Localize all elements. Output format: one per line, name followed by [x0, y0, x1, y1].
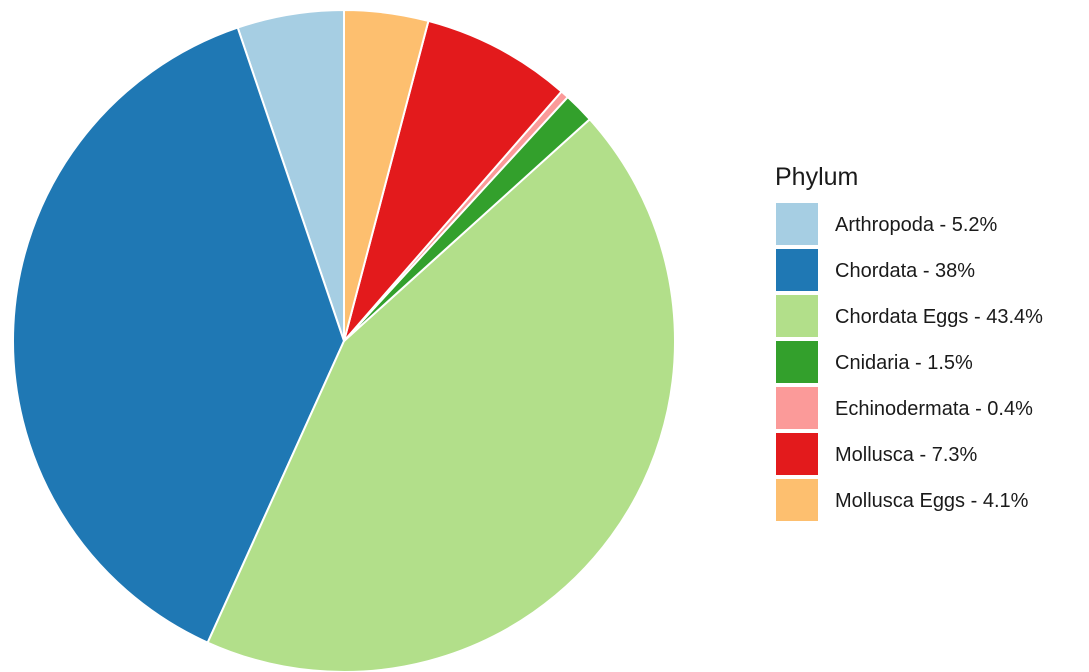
legend-key — [776, 203, 818, 245]
legend-item: Chordata - 38% — [776, 249, 975, 291]
legend-key — [776, 387, 818, 429]
legend-label: Chordata Eggs - 43.4% — [835, 306, 1043, 328]
legend-title: Phylum — [775, 163, 858, 191]
legend-label: Arthropoda - 5.2% — [835, 214, 998, 236]
legend-label: Mollusca - 7.3% — [835, 444, 977, 466]
legend-key — [776, 341, 818, 383]
pie-slice-mollusca-eggs — [343, 9, 430, 342]
legend-label: Cnidaria - 1.5% — [835, 352, 973, 374]
legend-label: Chordata - 38% — [835, 260, 975, 282]
legend-items: Arthropoda - 5.2% Chordata - 38% Chordata … — [776, 203, 1043, 521]
pie-slice-mollusca — [343, 19, 563, 342]
legend-key — [776, 433, 818, 475]
pie-slice-chordata — [12, 26, 345, 644]
legend-item: Chordata Eggs - 43.4% — [776, 295, 1043, 337]
pie-slices — [12, 9, 676, 672]
legend-item: Echinodermata - 0.4% — [776, 387, 1033, 429]
legend-item: Mollusca Eggs - 4.1% — [776, 479, 1029, 521]
legend-item: Cnidaria - 1.5% — [776, 341, 973, 383]
legend-label: Echinodermata - 0.4% — [835, 398, 1033, 420]
legend: Phylum Arthropoda - 5.2% Chordata - 38% Ch… — [775, 163, 1043, 521]
legend-label: Mollusca Eggs - 4.1% — [835, 490, 1029, 512]
legend-item: Arthropoda - 5.2% — [776, 203, 998, 245]
legend-key — [776, 249, 818, 291]
legend-key — [776, 479, 818, 521]
legend-item: Mollusca - 7.3% — [776, 433, 977, 475]
legend-key — [776, 295, 818, 337]
